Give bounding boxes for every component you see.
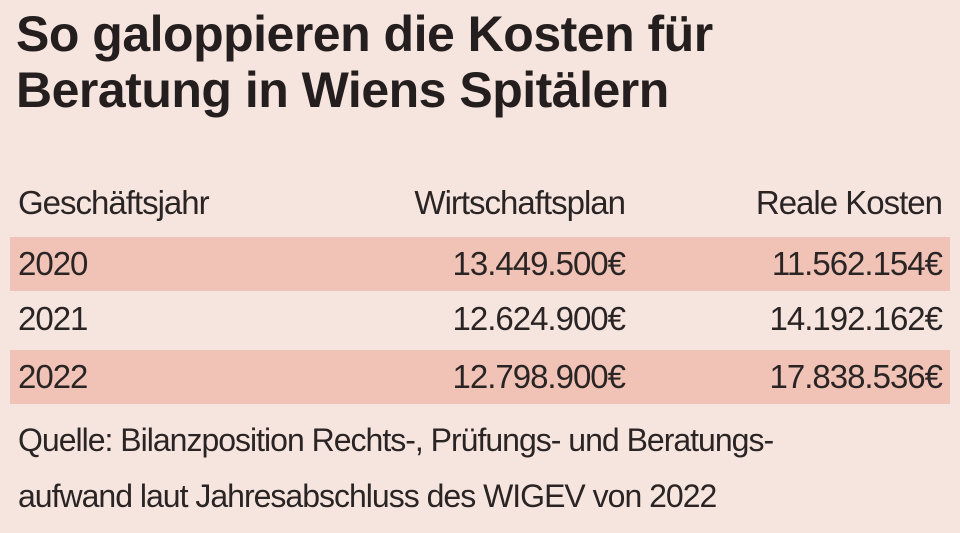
source-line: aufwand laut Jahresabschluss des WIGEV v… (18, 478, 717, 514)
table-cell: 14.192.162€ (769, 300, 943, 337)
table-row: 2022 12.798.900€ 17.838.536€ (10, 350, 950, 404)
table-header: Geschäftsjahr Wirtschaftsplan Reale Kosten (10, 176, 950, 230)
column-header: Geschäftsjahr (18, 184, 210, 221)
table-cell: 12.624.900€ (452, 300, 626, 337)
table-cell: 13.449.500€ (452, 245, 626, 282)
title-line: Beratung in Wiens Spitälern (16, 62, 669, 118)
table-cell: 17.838.536€ (769, 358, 943, 395)
table-row: 2021 12.624.900€ 14.192.162€ (10, 292, 950, 346)
table-cell: 2022 (18, 358, 88, 395)
table-cell: 12.798.900€ (452, 358, 626, 395)
table-cell: 2020 (18, 245, 88, 282)
table-cell: 2021 (18, 300, 88, 337)
source-line: Quelle: Bilanzposition Rechts-, Prüfungs… (18, 422, 774, 458)
table-cell: 11.562.154€ (771, 245, 943, 282)
table-row: 2020 13.449.500€ 11.562.154€ (10, 237, 950, 291)
column-header: Reale Kosten (755, 184, 943, 221)
title-line: So galoppieren die Kosten für (16, 6, 713, 62)
column-header: Wirtschaftsplan (414, 184, 626, 221)
